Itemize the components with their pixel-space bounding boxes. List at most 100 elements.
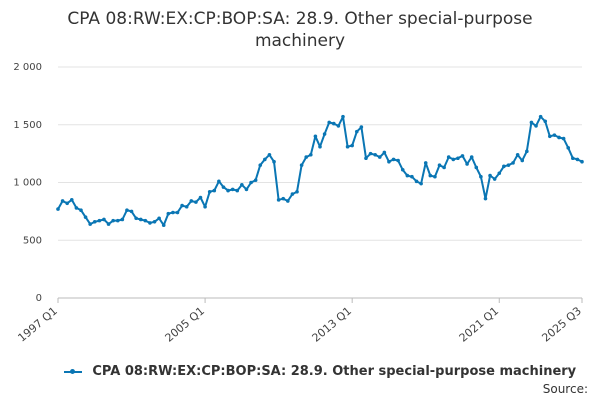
data-point[interactable]: [157, 216, 161, 221]
data-point[interactable]: [134, 216, 138, 221]
data-point[interactable]: [552, 133, 557, 137]
data-point[interactable]: [492, 177, 497, 181]
data-point[interactable]: [249, 180, 253, 185]
data-point[interactable]: [290, 192, 295, 196]
data-point[interactable]: [548, 134, 552, 139]
data-point[interactable]: [410, 174, 414, 179]
data-point[interactable]: [129, 209, 134, 214]
data-point[interactable]: [414, 179, 419, 184]
data-point[interactable]: [456, 156, 460, 161]
data-point[interactable]: [125, 208, 129, 213]
data-point[interactable]: [350, 143, 354, 148]
data-point[interactable]: [115, 218, 120, 223]
data-point[interactable]: [138, 217, 143, 222]
data-point[interactable]: [479, 174, 483, 179]
data-point[interactable]: [580, 159, 584, 164]
data-point[interactable]: [286, 199, 290, 203]
data-point[interactable]: [217, 179, 221, 184]
data-point[interactable]: [102, 217, 106, 222]
data-point[interactable]: [396, 158, 400, 163]
data-point[interactable]: [235, 188, 240, 193]
data-point[interactable]: [400, 167, 405, 172]
data-point[interactable]: [69, 198, 74, 202]
data-point[interactable]: [460, 154, 465, 158]
data-point[interactable]: [345, 144, 350, 149]
data-point[interactable]: [520, 158, 525, 163]
data-point[interactable]: [244, 187, 249, 192]
data-point[interactable]: [184, 204, 189, 209]
data-point[interactable]: [267, 152, 272, 157]
data-point[interactable]: [65, 201, 69, 206]
data-point[interactable]: [60, 199, 65, 203]
data-point[interactable]: [387, 159, 391, 164]
data-point[interactable]: [88, 222, 92, 226]
data-point[interactable]: [405, 173, 410, 178]
data-point[interactable]: [240, 183, 244, 187]
data-point[interactable]: [56, 207, 60, 211]
legend[interactable]: CPA 08:RW:EX:CP:BOP:SA: 28.9. Other spec…: [60, 364, 580, 379]
data-point[interactable]: [571, 156, 575, 161]
data-point[interactable]: [281, 196, 286, 201]
data-point[interactable]: [171, 210, 175, 215]
data-point[interactable]: [341, 114, 345, 119]
data-point[interactable]: [575, 157, 580, 162]
data-point[interactable]: [368, 151, 373, 156]
data-point[interactable]: [382, 150, 387, 155]
data-point[interactable]: [79, 208, 83, 213]
data-point[interactable]: [561, 136, 566, 141]
data-point[interactable]: [97, 218, 102, 223]
data-point[interactable]: [161, 223, 166, 228]
data-point[interactable]: [354, 129, 359, 134]
data-point[interactable]: [74, 206, 79, 210]
data-point[interactable]: [253, 178, 258, 182]
data-point[interactable]: [433, 174, 437, 179]
data-point[interactable]: [327, 120, 331, 125]
data-point[interactable]: [111, 218, 115, 223]
data-point[interactable]: [226, 188, 230, 193]
data-point[interactable]: [83, 215, 88, 219]
data-point[interactable]: [497, 171, 502, 176]
data-point[interactable]: [194, 200, 198, 204]
data-point[interactable]: [446, 155, 451, 159]
data-point[interactable]: [451, 157, 456, 162]
data-point[interactable]: [313, 134, 318, 139]
data-point[interactable]: [299, 163, 304, 167]
data-point[interactable]: [336, 124, 341, 128]
data-point[interactable]: [373, 152, 377, 157]
data-point[interactable]: [263, 157, 267, 162]
data-point[interactable]: [106, 222, 111, 226]
data-point[interactable]: [143, 218, 148, 223]
data-point[interactable]: [543, 119, 548, 124]
data-point[interactable]: [221, 185, 226, 189]
data-point[interactable]: [511, 161, 515, 165]
data-point[interactable]: [377, 155, 382, 159]
data-point[interactable]: [538, 114, 543, 119]
data-point[interactable]: [148, 221, 152, 225]
data-point[interactable]: [364, 156, 368, 161]
data-point[interactable]: [428, 173, 433, 178]
data-point[interactable]: [175, 210, 180, 215]
data-point[interactable]: [474, 165, 479, 170]
data-point[interactable]: [230, 187, 235, 192]
data-point[interactable]: [557, 135, 561, 140]
data-point[interactable]: [331, 121, 336, 126]
data-point[interactable]: [502, 164, 506, 169]
data-point[interactable]: [423, 161, 428, 165]
data-point[interactable]: [189, 199, 194, 203]
data-point[interactable]: [152, 219, 157, 224]
data-point[interactable]: [359, 125, 364, 129]
data-point[interactable]: [309, 152, 313, 157]
data-point[interactable]: [272, 159, 276, 164]
data-point[interactable]: [437, 163, 442, 167]
data-point[interactable]: [207, 189, 212, 194]
data-point[interactable]: [419, 181, 423, 186]
data-point[interactable]: [488, 173, 492, 178]
data-point[interactable]: [203, 204, 207, 209]
data-point[interactable]: [322, 132, 327, 136]
data-point[interactable]: [304, 155, 309, 159]
data-point[interactable]: [92, 219, 97, 224]
data-point[interactable]: [198, 195, 203, 200]
data-point[interactable]: [465, 162, 469, 166]
data-point[interactable]: [180, 203, 184, 208]
data-point[interactable]: [391, 157, 396, 162]
